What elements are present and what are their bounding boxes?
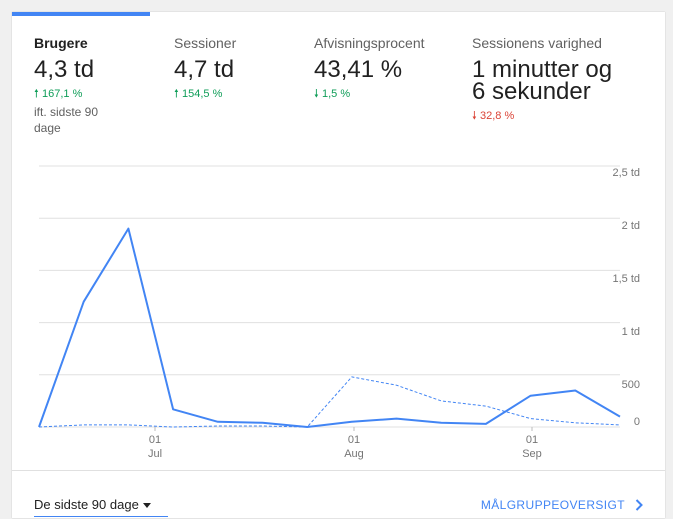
sessions-line-chart: 2,5 td 2 td 1,5 td 1 td 500 0 01 Jul 01 Aug 01 Sep [38, 165, 640, 460]
metric-tab-users[interactable]: Brugere 4,3 td 🠕 167,1 % ift. sidste 90 d… [34, 34, 124, 136]
y-tick-label: 1,5 td [612, 273, 640, 285]
metric-change: 🠕 154,5 % [174, 88, 223, 100]
chart-grid [39, 165, 620, 428]
y-tick-label: 2,5 td [612, 167, 640, 179]
right-axis: 2,5 td 2 td 1,5 td 1 td 500 0 [612, 167, 640, 428]
x-axis: 01 Jul 01 Aug 01 Sep [148, 427, 542, 460]
x-tick-month: Jul [148, 448, 162, 460]
metric-tab-bounce-rate[interactable]: Afvisningsprocent 43,41 % 🠗 1,5 % [314, 34, 425, 101]
date-range-label: De sidste 90 dage [34, 497, 139, 512]
date-range-dropdown[interactable]: De sidste 90 dage [34, 495, 168, 517]
chart-series [38, 227, 621, 428]
arrow-down-icon: 🠗 [472, 110, 477, 122]
x-tick-day: 01 [149, 434, 161, 446]
metric-change: 🠗 1,5 % [314, 88, 351, 100]
card-footer: De sidste 90 dage MÅLGRUPPEOVERSIGT [12, 470, 665, 519]
arrow-down-icon: 🠗 [314, 88, 319, 100]
audience-overview-card: Brugere 4,3 td 🠕 167,1 % ift. sidste 90 d… [12, 12, 665, 518]
metric-value: 4,7 td [174, 56, 235, 83]
metric-value: 1 minutter og 6 sekunder [472, 56, 613, 105]
metric-label: Afvisningsprocent [314, 35, 425, 51]
x-tick-month: Sep [522, 448, 542, 460]
metric-label: Sessionens varighed [472, 35, 602, 51]
previous-period-line [38, 376, 621, 428]
arrow-up-icon: 🠕 [174, 88, 179, 100]
active-tab-indicator [12, 12, 150, 16]
comparison-note: ift. sidste 90 dage [34, 105, 99, 135]
x-tick-day: 01 [348, 434, 360, 446]
arrow-up-icon: 🠕 [34, 88, 39, 100]
metric-change: 🠕 167,1 % [34, 88, 83, 100]
x-tick-month: Aug [344, 448, 364, 460]
metric-tab-sessions[interactable]: Sessioner 4,7 td 🠕 154,5 % [174, 34, 236, 101]
x-tick-day: 01 [526, 434, 538, 446]
metric-value: 43,41 % [314, 56, 403, 83]
y-tick-label: 1 td [622, 326, 640, 338]
y-tick-label: 0 [634, 416, 640, 428]
audience-overview-link[interactable]: MÅLGRUPPEOVERSIGT [481, 495, 643, 515]
metric-value: 4,3 td [34, 56, 95, 83]
caret-down-icon [143, 503, 151, 508]
metric-tab-session-duration[interactable]: Sessionens varighed 1 minutter og 6 seku… [472, 34, 612, 123]
metric-change: 🠗 32,8 % [472, 110, 515, 122]
audience-overview-label: MÅLGRUPPEOVERSIGT [480, 498, 625, 512]
metric-label: Brugere [34, 35, 88, 51]
y-tick-label: 500 [622, 379, 640, 391]
metric-label: Sessioner [174, 35, 237, 51]
current-period-line [38, 227, 621, 428]
chevron-right-icon [635, 499, 643, 511]
y-tick-label: 2 td [622, 220, 640, 232]
